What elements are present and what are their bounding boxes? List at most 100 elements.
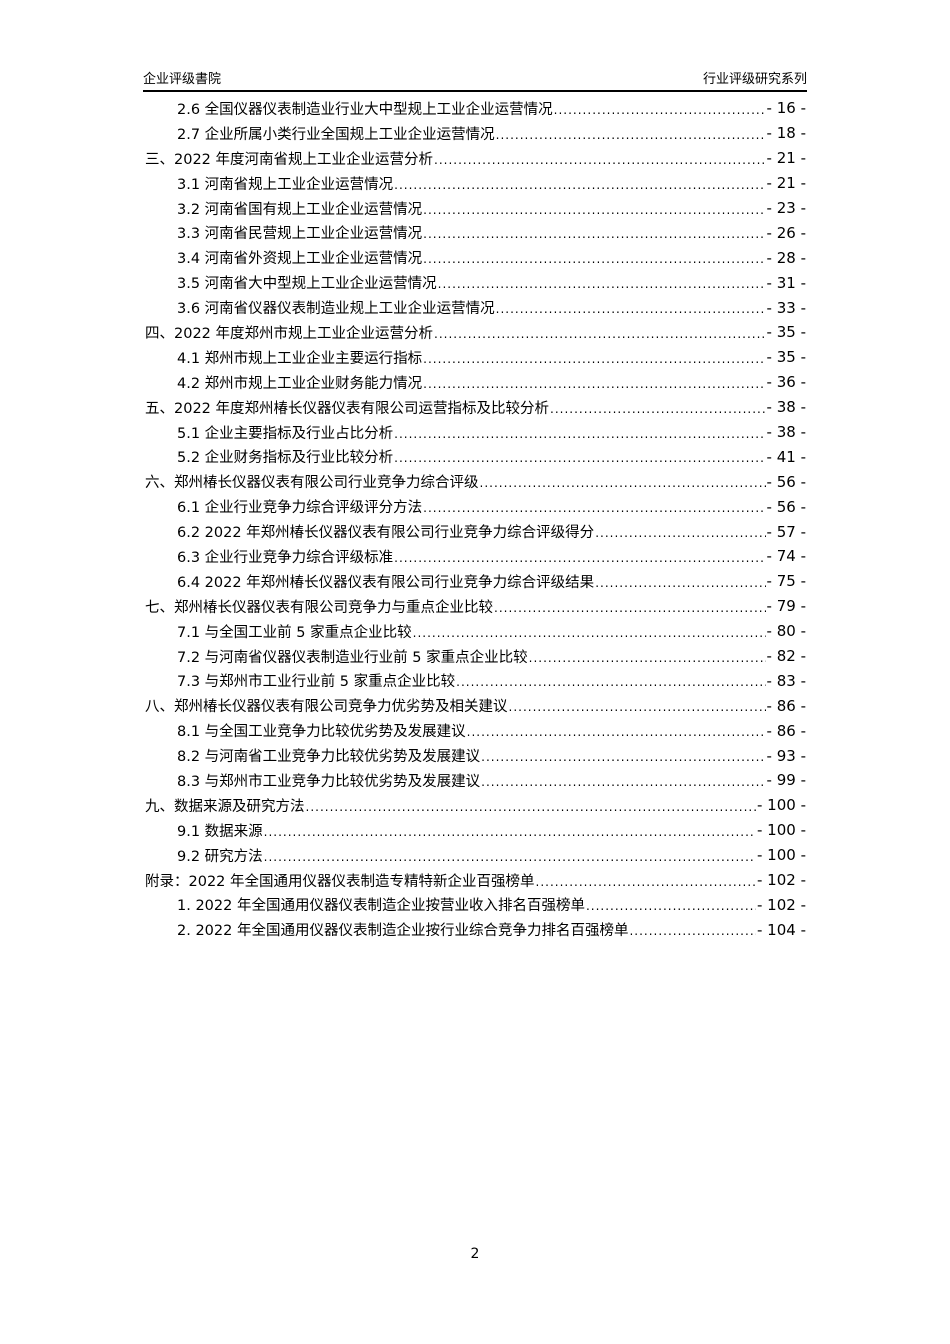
toc-entry[interactable]: 附录：2022 年全国通用仪器仪表制造专精特新企业百强榜单 - 102 - xyxy=(145,868,806,893)
dot-leader xyxy=(264,822,756,839)
toc-entry[interactable]: 九、数据来源及研究方法 - 100 - xyxy=(145,793,806,818)
dot-leader xyxy=(629,921,756,938)
toc-entry-title: 三、2022 年度河南省规上工业企业运营分析 xyxy=(145,151,434,168)
toc-entry-title: 3.1 河南省规上工业企业运营情况 xyxy=(177,176,394,193)
toc-entry[interactable]: 8.3 与郑州市工业竞争力比较优劣势及发展建议 - 99 - xyxy=(145,768,806,793)
toc-entry[interactable]: 3.5 河南省大中型规上工业企业运营情况 - 31 - xyxy=(145,270,806,295)
toc-entry-page: - 74 - xyxy=(766,547,806,566)
header-left: 企业评级書院 xyxy=(143,72,222,87)
toc-entry-page: - 36 - xyxy=(766,373,806,392)
toc-entry[interactable]: 三、2022 年度河南省规上工业企业运营分析 - 21 - xyxy=(145,146,806,171)
toc-entry[interactable]: 4.1 郑州市规上工业企业主要运行指标 - 35 - xyxy=(145,345,806,370)
toc-entry[interactable]: 1. 2022 年全国通用仪器仪表制造企业按营业收入排名百强榜单 - 102 - xyxy=(145,893,806,918)
toc-entry-title: 5.2 企业财务指标及行业比较分析 xyxy=(177,450,394,467)
dot-leader xyxy=(554,100,766,117)
dot-leader xyxy=(550,399,766,416)
toc-entry-title: 6.1 企业行业竞争力综合评级评分方法 xyxy=(177,500,423,517)
toc-entry-page: - 16 - xyxy=(766,99,806,118)
toc-entry-title: 7.2 与河南省仪器仪表制造业行业前 5 家重点企业比较 xyxy=(177,649,528,666)
toc-entry-page: - 56 - xyxy=(766,472,806,491)
toc-entry-page: - 102 - xyxy=(757,895,806,914)
toc-entry[interactable]: 八、郑州椿长仪器仪表有限公司竞争力优劣势及相关建议 - 86 - xyxy=(145,693,806,718)
toc-entry[interactable]: 3.4 河南省外资规上工业企业运营情况 - 28 - xyxy=(145,245,806,270)
toc-entry[interactable]: 五、2022 年度郑州椿长仪器仪表有限公司运营指标及比较分析 - 38 - xyxy=(145,395,806,420)
toc-entry-title: 8.3 与郑州市工业竞争力比较优劣势及发展建议 xyxy=(177,773,481,790)
toc-entry-page: - 100 - xyxy=(757,821,806,840)
toc-entry-title: 7.3 与郑州市工业行业前 5 家重点企业比较 xyxy=(177,674,456,691)
toc-entry-title: 8.1 与全国工业竞争力比较优劣势及发展建议 xyxy=(177,724,466,741)
toc-entry-title: 6.4 2022 年郑州椿长仪器仪表有限公司行业竞争力综合评级结果 xyxy=(177,574,595,591)
dot-leader xyxy=(394,448,765,465)
toc-entry[interactable]: 7.1 与全国工业前 5 家重点企业比较 - 80 - xyxy=(145,619,806,644)
toc-entry-page: - 18 - xyxy=(766,124,806,143)
toc-entry[interactable]: 5.1 企业主要指标及行业占比分析 - 38 - xyxy=(145,420,806,445)
toc-entry-page: - 56 - xyxy=(766,497,806,516)
dot-leader xyxy=(481,772,765,789)
toc-entry[interactable]: 3.2 河南省国有规上工业企业运营情况 - 23 - xyxy=(145,196,806,221)
dot-leader xyxy=(467,722,766,739)
toc-entry-title: 3.2 河南省国有规上工业企业运营情况 xyxy=(177,201,423,218)
toc-entry-page: - 79 - xyxy=(766,597,806,616)
toc-entry[interactable]: 3.1 河南省规上工业企业运营情况 - 21 - xyxy=(145,171,806,196)
toc-entry[interactable]: 8.1 与全国工业竞争力比较优劣势及发展建议 - 86 - xyxy=(145,718,806,743)
toc-entry-title: 7.1 与全国工业前 5 家重点企业比较 xyxy=(177,624,412,641)
toc-entry[interactable]: 七、郑州椿长仪器仪表有限公司竞争力与重点企业比较 - 79 - xyxy=(145,594,806,619)
toc-entry[interactable]: 3.6 河南省仪器仪表制造业规上工业企业运营情况 - 33 - xyxy=(145,295,806,320)
dot-leader xyxy=(529,648,766,665)
toc-entry-title: 五、2022 年度郑州椿长仪器仪表有限公司运营指标及比较分析 xyxy=(145,400,550,417)
toc-entry[interactable]: 9.2 研究方法 - 100 - xyxy=(145,843,806,868)
header-right: 行业评级研究系列 xyxy=(702,72,807,87)
toc-entry-title: 4.1 郑州市规上工业企业主要运行指标 xyxy=(177,350,423,367)
toc-entry-title: 5.1 企业主要指标及行业占比分析 xyxy=(177,425,394,442)
toc-entry-title: 九、数据来源及研究方法 xyxy=(145,798,305,815)
toc-entry[interactable]: 6.4 2022 年郑州椿长仪器仪表有限公司行业竞争力综合评级结果 - 75 - xyxy=(145,569,806,594)
toc-entry-page: - 102 - xyxy=(757,871,806,890)
toc-entry-title: 1. 2022 年全国通用仪器仪表制造企业按营业收入排名百强榜单 xyxy=(177,898,585,915)
dot-leader xyxy=(394,175,765,192)
toc-entry-page: - 35 - xyxy=(766,323,806,342)
toc-entry-title: 3.4 河南省外资规上工业企业运营情况 xyxy=(177,251,423,268)
toc-entry[interactable]: 六、郑州椿长仪器仪表有限公司行业竞争力综合评级 - 56 - xyxy=(145,469,806,494)
toc-entry-title: 9.1 数据来源 xyxy=(177,823,263,840)
toc-entry[interactable]: 8.2 与河南省工业竞争力比较优劣势及发展建议 - 93 - xyxy=(145,743,806,768)
toc-entry-page: - 38 - xyxy=(766,398,806,417)
toc-entry-title: 2.7 企业所属小类行业全国规上工业企业运营情况 xyxy=(177,126,495,143)
toc-entry-page: - 23 - xyxy=(766,199,806,217)
dot-leader xyxy=(413,623,766,640)
toc-entry[interactable]: 3.3 河南省民营规上工业企业运营情况 - 26 - xyxy=(145,220,806,245)
toc-entry-page: - 99 - xyxy=(766,771,806,790)
dot-leader xyxy=(481,747,765,764)
toc-entry[interactable]: 四、2022 年度郑州市规上工业企业运营分析 - 35 - xyxy=(145,320,806,345)
toc-entry-page: - 86 - xyxy=(766,696,806,715)
toc-entry-page: - 83 - xyxy=(766,671,806,690)
toc-entry[interactable]: 9.1 数据来源 - 100 - xyxy=(145,818,806,843)
toc-entry-title: 6.3 企业行业竞争力综合评级标准 xyxy=(177,549,394,566)
toc-entry[interactable]: 6.1 企业行业竞争力综合评级评分方法 - 56 - xyxy=(145,494,806,519)
toc-entry[interactable]: 2.6 全国仪器仪表制造业行业大中型规上工业企业运营情况 - 16 - xyxy=(145,96,806,121)
dot-leader xyxy=(423,200,765,217)
toc-entry-page: - 93 - xyxy=(766,746,806,765)
toc-entry-title: 8.2 与河南省工业竞争力比较优劣势及发展建议 xyxy=(177,749,481,766)
toc-entry-page: - 31 - xyxy=(766,273,806,292)
dot-leader xyxy=(306,797,757,814)
dot-leader xyxy=(480,473,766,490)
toc-entry[interactable]: 7.2 与河南省仪器仪表制造业行业前 5 家重点企业比较 - 82 - xyxy=(145,644,806,669)
toc-entry-page: - 80 - xyxy=(766,622,806,641)
toc-entry-title: 2.6 全国仪器仪表制造业行业大中型规上工业企业运营情况 xyxy=(177,101,553,118)
toc-entry-page: - 100 - xyxy=(757,846,806,865)
toc-entry[interactable]: 6.3 企业行业竞争力综合评级标准 - 74 - xyxy=(145,544,806,569)
toc-entry[interactable]: 7.3 与郑州市工业行业前 5 家重点企业比较 - 83 - xyxy=(145,668,806,693)
toc-entry-page: - 82 - xyxy=(766,647,806,666)
toc-entry[interactable]: 6.2 2022 年郑州椿长仪器仪表有限公司行业竞争力综合评级得分 - 57 - xyxy=(145,519,806,544)
toc-entry[interactable]: 2. 2022 年全国通用仪器仪表制造企业按行业综合竞争力排名百强榜单 - 104… xyxy=(145,917,806,942)
toc-entry[interactable]: 5.2 企业财务指标及行业比较分析 - 41 - xyxy=(145,444,806,469)
toc-entry-page: - 104 - xyxy=(757,920,806,939)
toc-entry[interactable]: 2.7 企业所属小类行业全国规上工业企业运营情况 - 18 - xyxy=(145,121,806,146)
toc-entry-title: 八、郑州椿长仪器仪表有限公司竞争力优劣势及相关建议 xyxy=(145,699,508,716)
dot-leader xyxy=(423,349,765,366)
dot-leader xyxy=(423,374,765,391)
dot-leader xyxy=(438,274,766,291)
toc-entry-page: - 41 - xyxy=(766,447,806,466)
dot-leader xyxy=(595,573,765,590)
toc-entry[interactable]: 4.2 郑州市规上工业企业财务能力情况 - 36 - xyxy=(145,370,806,395)
